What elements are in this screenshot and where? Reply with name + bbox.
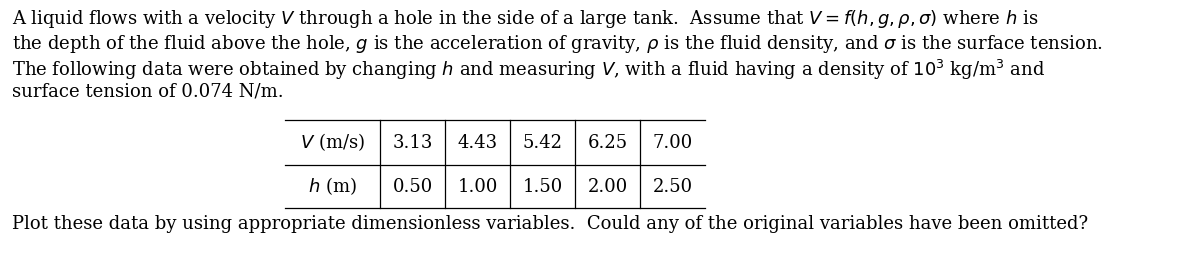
Text: 1.50: 1.50: [522, 177, 563, 196]
Text: 2.00: 2.00: [587, 177, 628, 196]
Text: 7.00: 7.00: [653, 133, 692, 152]
Text: Plot these data by using appropriate dimensionless variables.  Could any of the : Plot these data by using appropriate dim…: [12, 215, 1088, 233]
Text: the depth of the fluid above the hole, $g$ is the acceleration of gravity, $\rho: the depth of the fluid above the hole, $…: [12, 33, 1103, 55]
Text: $V$ (m/s): $V$ (m/s): [300, 131, 365, 153]
Text: 4.43: 4.43: [458, 133, 497, 152]
Text: 2.50: 2.50: [653, 177, 692, 196]
Text: 0.50: 0.50: [393, 177, 432, 196]
Text: 5.42: 5.42: [522, 133, 563, 152]
Text: 3.13: 3.13: [392, 133, 432, 152]
Text: $h$ (m): $h$ (m): [308, 175, 357, 197]
Text: A liquid flows with a velocity $V$ through a hole in the side of a large tank.  : A liquid flows with a velocity $V$ throu…: [12, 8, 1039, 30]
Text: 1.00: 1.00: [458, 177, 497, 196]
Text: 6.25: 6.25: [587, 133, 628, 152]
Text: surface tension of 0.074 N/m.: surface tension of 0.074 N/m.: [12, 82, 284, 100]
Text: The following data were obtained by changing $h$ and measuring $V$, with a fluid: The following data were obtained by chan…: [12, 58, 1045, 82]
